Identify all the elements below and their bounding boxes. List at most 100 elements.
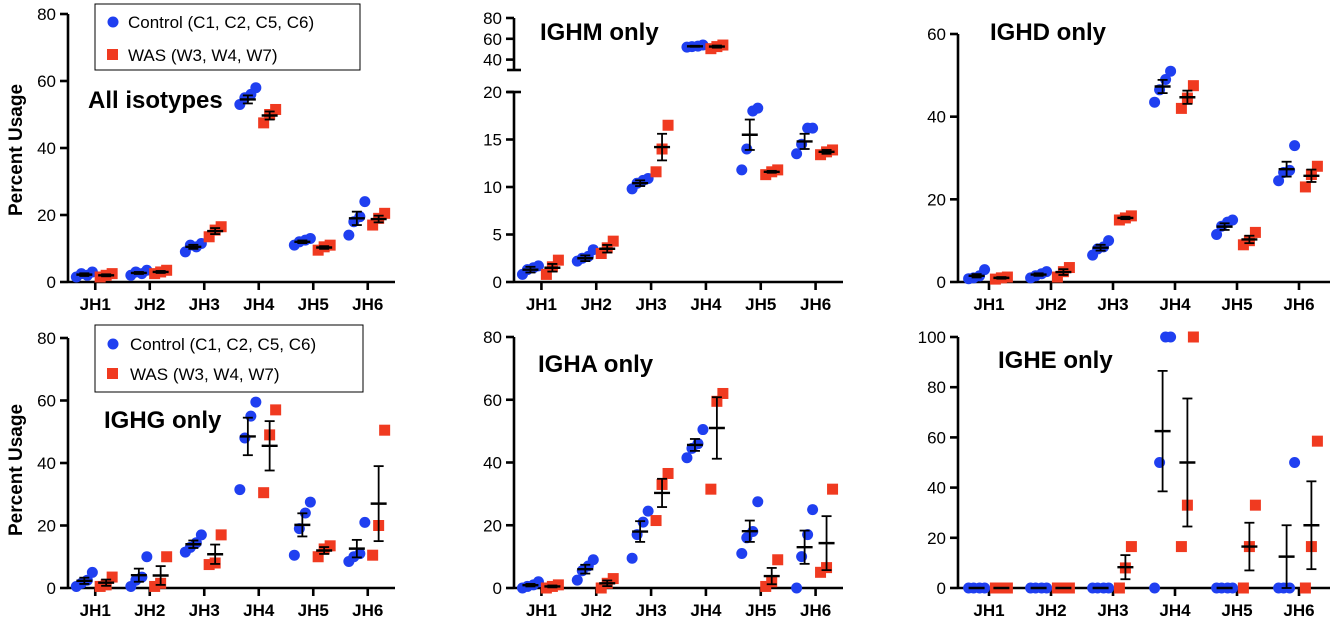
y-tick-label: 0 xyxy=(47,579,56,598)
y-tick-label: 5 xyxy=(493,226,502,245)
was-point xyxy=(815,149,827,161)
was-point xyxy=(650,515,662,527)
legend-was-marker xyxy=(107,368,118,379)
control-point xyxy=(1103,235,1115,247)
y-axis-label: Percent Usage xyxy=(6,84,27,216)
x-tick-label: JH3 xyxy=(1097,601,1128,620)
was-point xyxy=(1249,499,1261,511)
plot-area: 0 20 40 60 JH1 JH2 JH3 JH4 JH5 JH6 xyxy=(927,25,1330,314)
x-tick-label: JH5 xyxy=(1221,601,1252,620)
panel-ighe-only: IGHE only 0 20 40 60 80 100 JH1 JH2 JH3 JH4 JH5 JH6 xyxy=(918,328,1330,620)
was-point xyxy=(379,207,391,219)
x-tick-label: JH6 xyxy=(1283,295,1314,314)
was-point xyxy=(705,483,717,495)
was-point xyxy=(827,483,839,495)
control-point xyxy=(1165,331,1177,343)
control-point xyxy=(250,82,262,94)
y-tick-label: 60 xyxy=(37,72,56,91)
x-tick-label: JH1 xyxy=(526,601,557,620)
was-point xyxy=(106,571,118,583)
x-tick-label: JH1 xyxy=(80,295,111,314)
y-tick-label: 80 xyxy=(37,329,56,348)
y-tick-label: 40 xyxy=(483,51,502,70)
legend-control-label: Control (C1, C2, C5, C6) xyxy=(128,13,314,32)
panel-ighm-only: IGHM only 0 5 10 15 20 40 60 80 JH1 JH2 JH3 JH4 JH5 J… xyxy=(483,9,843,314)
was-point xyxy=(106,268,118,280)
control-point xyxy=(359,196,371,208)
control-point xyxy=(359,516,371,528)
was-point xyxy=(1249,226,1261,238)
was-point xyxy=(1299,181,1311,193)
panel-ighd-only: IGHD only 0 20 40 60 JH1 JH2 JH3 JH4 JH5 JH6 xyxy=(927,19,1330,314)
control-point xyxy=(1289,140,1301,152)
x-tick-label: JH2 xyxy=(1035,295,1066,314)
x-tick-label: JH5 xyxy=(1221,295,1252,314)
legend-control-marker xyxy=(107,338,119,350)
was-point xyxy=(662,119,674,131)
y-tick-label: 60 xyxy=(37,392,56,411)
legend-box xyxy=(94,324,364,393)
y-tick-label: 60 xyxy=(927,428,946,447)
y-tick-label: 10 xyxy=(483,178,502,197)
was-point xyxy=(324,540,336,552)
x-tick-label: JH5 xyxy=(745,601,776,620)
control-point xyxy=(791,582,803,594)
control-point xyxy=(807,122,819,134)
control-point xyxy=(1273,175,1285,187)
control-point xyxy=(250,396,262,408)
was-point xyxy=(1063,262,1075,274)
was-point xyxy=(367,219,379,231)
control-point xyxy=(1227,214,1239,226)
plot-area: 0 5 10 15 20 40 60 80 JH1 JH2 JH3 JH4 JH5 JH6 xyxy=(483,9,843,314)
x-tick-label: JH5 xyxy=(298,601,329,620)
was-point xyxy=(1113,214,1125,226)
was-point xyxy=(1113,582,1125,594)
was-point xyxy=(1125,541,1137,553)
was-point xyxy=(662,467,674,479)
x-tick-label: JH3 xyxy=(1097,295,1128,314)
x-tick-label: JH1 xyxy=(80,601,111,620)
legend: Control (C1, C2, C5, C6) WAS (W3, W4, W7… xyxy=(94,3,361,71)
was-point xyxy=(552,254,564,266)
control-point xyxy=(697,424,709,436)
was-point xyxy=(717,39,729,51)
legend-box xyxy=(94,3,361,71)
panel-title: IGHG only xyxy=(104,407,222,434)
legend: Control (C1, C2, C5, C6) WAS (W3, W4, W7… xyxy=(94,324,364,393)
was-point xyxy=(94,580,106,592)
x-tick-label: JH2 xyxy=(1035,601,1066,620)
x-tick-label: JH2 xyxy=(581,295,612,314)
y-tick-label: 20 xyxy=(483,516,502,535)
was-point xyxy=(161,551,173,563)
x-tick-label: JH4 xyxy=(1159,601,1191,620)
y-tick-label: 0 xyxy=(493,273,502,292)
y-tick-label: 60 xyxy=(927,25,946,44)
x-tick-label: JH6 xyxy=(352,295,383,314)
control-point xyxy=(1165,65,1177,77)
panel-title: IGHM only xyxy=(540,19,659,46)
x-tick-label: JH4 xyxy=(1159,295,1191,314)
y-tick-label: 60 xyxy=(483,391,502,410)
was-point xyxy=(607,573,619,585)
was-point xyxy=(215,221,227,233)
was-point xyxy=(595,248,607,259)
x-tick-label: JH6 xyxy=(800,601,831,620)
was-point xyxy=(595,582,607,594)
was-point xyxy=(1237,582,1249,594)
x-tick-label: JH5 xyxy=(745,295,776,314)
was-point xyxy=(1299,582,1311,594)
was-point xyxy=(270,103,282,115)
was-point xyxy=(203,231,215,243)
x-tick-label: JH1 xyxy=(973,601,1004,620)
y-tick-label: 20 xyxy=(483,83,502,102)
was-point xyxy=(312,551,324,563)
control-point xyxy=(752,496,764,508)
was-point xyxy=(149,580,161,592)
control-point xyxy=(195,529,207,541)
y-tick-label: 20 xyxy=(37,206,56,225)
y-tick-label: 80 xyxy=(37,5,56,24)
x-tick-label: JH2 xyxy=(134,295,165,314)
y-tick-label: 80 xyxy=(483,9,502,28)
y-tick-label: 40 xyxy=(927,108,946,127)
